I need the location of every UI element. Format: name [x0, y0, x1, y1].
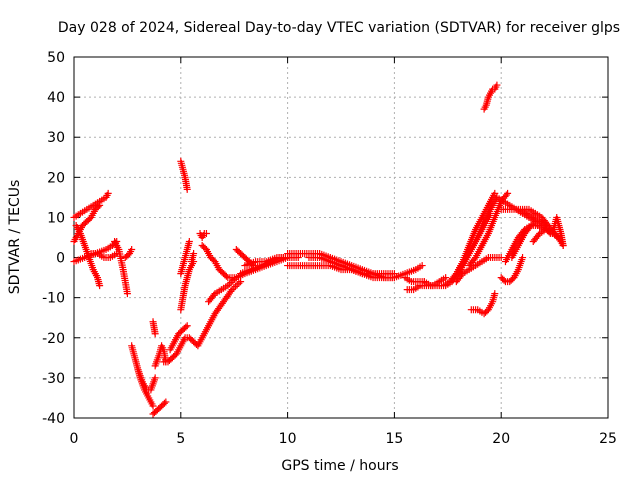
- data-point: [227, 278, 235, 286]
- data-point: [123, 290, 131, 298]
- series-arc-10: [149, 398, 170, 418]
- data-point: [519, 254, 527, 262]
- data-point: [470, 255, 478, 263]
- data-point: [160, 399, 168, 407]
- y-tick-label: 50: [47, 50, 65, 66]
- data-point: [182, 323, 190, 331]
- y-tick-label: 10: [47, 210, 65, 226]
- y-tick-label: -40: [42, 411, 65, 427]
- y-tick-label: 40: [47, 90, 65, 106]
- series-arc-16: [177, 238, 193, 278]
- data-point: [231, 275, 239, 283]
- data-point: [418, 262, 426, 270]
- axis-ticks: 0 5 10 15 20 25 -40 -30 -20 -10 0 10 20 30 40 50: [42, 50, 617, 447]
- data-point: [185, 238, 193, 246]
- series-arc-44: [548, 213, 567, 250]
- data-point: [493, 81, 501, 89]
- data-point: [487, 209, 495, 217]
- data-point: [491, 290, 499, 298]
- series-arc-17: [177, 157, 191, 193]
- data-point: [128, 246, 136, 254]
- data-point: [151, 374, 159, 382]
- series-arc-07: [121, 246, 136, 262]
- series-arc-14: [166, 322, 191, 354]
- data-point: [202, 229, 210, 237]
- y-tick-label: 30: [47, 130, 65, 146]
- x-tick-label: 10: [279, 431, 297, 447]
- data-point: [151, 330, 159, 338]
- y-axis-label: SDTVAR / TECUs: [7, 180, 23, 295]
- series-arc-06: [111, 238, 131, 298]
- data-point: [534, 231, 542, 239]
- series-arc-27: [305, 254, 398, 282]
- series-arc-12: [149, 318, 159, 338]
- data-point: [149, 402, 157, 410]
- y-tick-label: 0: [56, 251, 65, 267]
- series-arc-20: [198, 242, 238, 282]
- data-point: [559, 242, 567, 250]
- data-point: [222, 272, 230, 280]
- data-point: [235, 279, 243, 287]
- series-arc-02: [70, 201, 104, 246]
- data-point: [497, 254, 505, 262]
- data-point: [96, 282, 104, 290]
- series-arc-33: [454, 209, 495, 274]
- x-tick-label: 25: [599, 431, 617, 447]
- x-tick-label: 5: [176, 431, 185, 447]
- x-tick-label: 20: [492, 431, 510, 447]
- data-point: [183, 322, 191, 330]
- data-point: [457, 271, 465, 279]
- series-arc-41: [508, 217, 554, 262]
- series-arc-19: [196, 229, 210, 241]
- y-tick-label: -20: [42, 331, 65, 347]
- data-point: [502, 191, 510, 199]
- series-arc-32: [452, 254, 505, 286]
- series-arc-05: [87, 250, 121, 262]
- series-arc-35: [467, 290, 499, 318]
- x-tick-label: 0: [70, 431, 79, 447]
- y-tick-label: -10: [42, 291, 65, 307]
- data-point: [224, 282, 232, 290]
- data-point: [231, 282, 239, 290]
- x-tick-label: 15: [385, 431, 403, 447]
- data-point: [104, 189, 112, 197]
- y-tick-label: -30: [42, 371, 65, 387]
- data-point: [210, 291, 218, 299]
- data-point: [390, 274, 398, 282]
- series-arc-18: [187, 250, 198, 266]
- series-arc-36: [480, 81, 501, 113]
- data-point: [460, 259, 468, 267]
- data-point: [500, 276, 508, 284]
- data-point: [94, 203, 102, 211]
- data-point: [183, 185, 191, 193]
- series-arc-09: [134, 366, 159, 394]
- x-axis-label: GPS time / hours: [281, 458, 398, 474]
- data-point: [233, 281, 241, 289]
- data-point: [226, 280, 234, 288]
- series-arc-34: [465, 189, 512, 270]
- chart-title: Day 028 of 2024, Sidereal Day-to-day VTE…: [58, 20, 620, 36]
- data-point: [230, 284, 238, 292]
- data-points: [70, 81, 567, 418]
- data-point: [162, 398, 170, 406]
- data-point: [228, 286, 236, 294]
- series-arc-13: [160, 278, 245, 366]
- data-point: [237, 278, 245, 286]
- grid-lines: [74, 57, 608, 418]
- data-point: [96, 201, 104, 209]
- series-arc-15: [177, 258, 198, 314]
- data-point: [190, 250, 198, 258]
- data-point: [526, 223, 534, 231]
- series-arc-39: [497, 254, 527, 286]
- y-tick-label: 20: [47, 170, 65, 186]
- data-point: [442, 274, 450, 282]
- data-point: [229, 277, 237, 285]
- series-arc-01: [70, 189, 112, 221]
- data-point: [504, 189, 512, 197]
- data-point: [491, 189, 499, 197]
